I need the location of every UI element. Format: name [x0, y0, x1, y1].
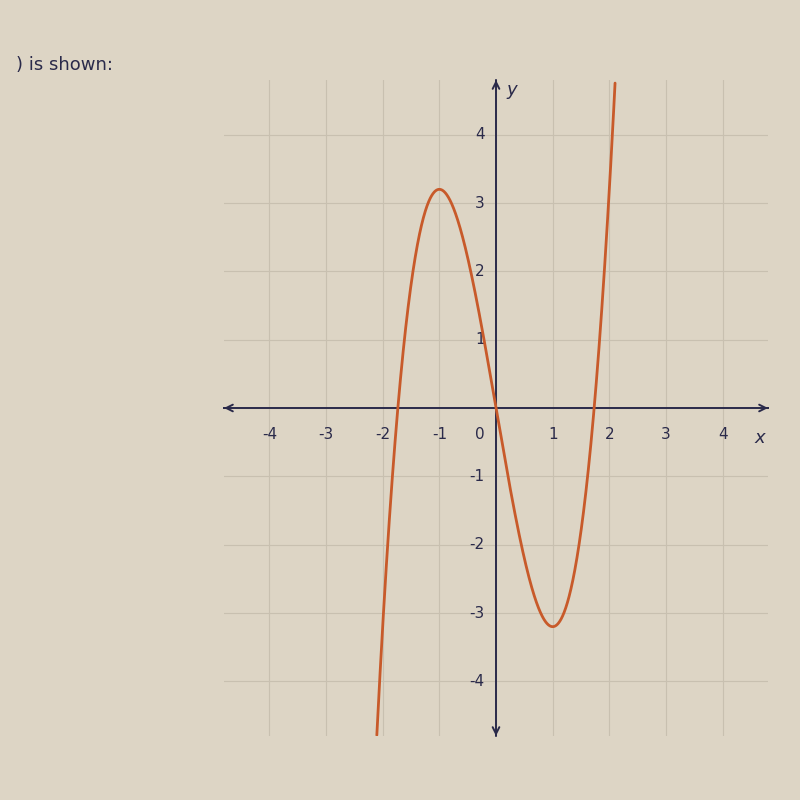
Text: -1: -1 — [470, 469, 485, 484]
Text: ) is shown:: ) is shown: — [16, 56, 113, 74]
Text: 3: 3 — [475, 195, 485, 210]
Text: x: x — [754, 429, 765, 446]
Text: 4: 4 — [475, 127, 485, 142]
Text: 2: 2 — [475, 264, 485, 279]
Text: 4: 4 — [718, 427, 727, 442]
Text: -4: -4 — [262, 427, 277, 442]
Text: 0: 0 — [475, 427, 485, 442]
Text: 3: 3 — [661, 427, 671, 442]
Text: -2: -2 — [470, 537, 485, 552]
Text: -4: -4 — [470, 674, 485, 689]
Text: 1: 1 — [475, 332, 485, 347]
Text: 2: 2 — [605, 427, 614, 442]
Text: -3: -3 — [470, 606, 485, 621]
Text: -1: -1 — [432, 427, 447, 442]
Text: -2: -2 — [375, 427, 390, 442]
Text: 1: 1 — [548, 427, 558, 442]
Text: y: y — [506, 82, 517, 99]
Text: -3: -3 — [318, 427, 334, 442]
